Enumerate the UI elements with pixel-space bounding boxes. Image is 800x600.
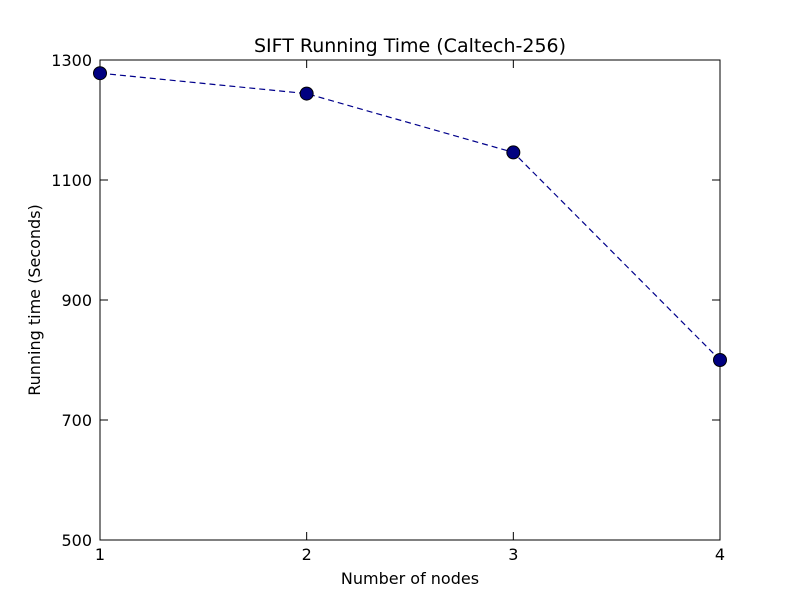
series-line: [99, 72, 721, 361]
y-tick-label: 1100: [51, 171, 92, 190]
ticks-layer: 1 2 3 4 500 700 900 1100 1300: [51, 51, 725, 564]
data-point: [299, 86, 314, 101]
y-axis-label: Running time (Seconds): [25, 204, 44, 396]
x-tick-label: 1: [95, 545, 105, 564]
x-tick-label: 4: [715, 545, 725, 564]
y-tick-label: 1300: [51, 51, 92, 70]
y-tick-label: 900: [61, 291, 92, 310]
x-tick-label: 2: [302, 545, 312, 564]
x-tick-label: 3: [508, 545, 518, 564]
data-point: [713, 353, 727, 367]
y-tick-label: 700: [61, 411, 92, 430]
plot-area: [99, 59, 721, 541]
series-layer: [93, 66, 727, 367]
y-tick-label: 500: [61, 531, 92, 550]
x-axis-label: Number of nodes: [341, 569, 479, 588]
data-point: [506, 145, 521, 160]
data-point: [93, 66, 107, 81]
chart-title: SIFT Running Time (Caltech-256): [254, 35, 566, 57]
